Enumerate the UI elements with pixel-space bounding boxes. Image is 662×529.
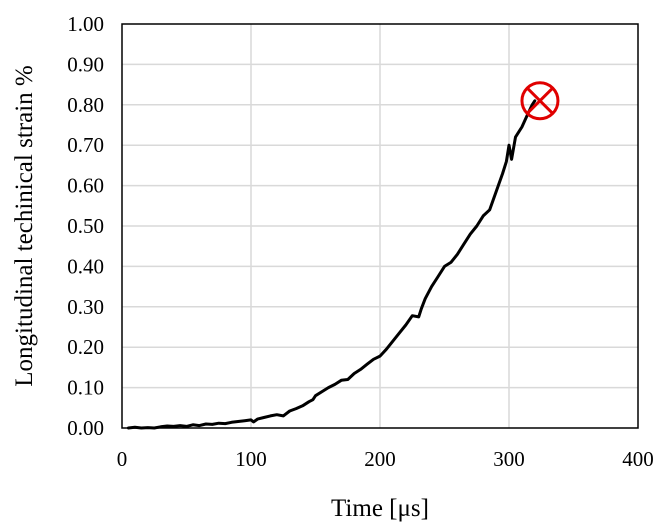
failure-marker-layer	[520, 81, 560, 121]
y-tick-label: 0.40	[67, 254, 104, 278]
x-tick-label: 0	[117, 447, 128, 471]
y-tick-label: 0.00	[67, 416, 104, 440]
x-tick-label: 400	[622, 447, 654, 471]
y-tick-label: 0.70	[67, 133, 104, 157]
y-tick-label: 0.80	[67, 93, 104, 117]
y-tick-labels: 0.00 0.10 0.20 0.30 0.40 0.50 0.60 0.70 0.80 0.90…	[67, 12, 104, 440]
y-axis-title: Longitudinal techinical strain %	[11, 65, 38, 386]
gridlines	[122, 24, 638, 428]
x-tick-label: 100	[235, 447, 267, 471]
plot-area	[121, 23, 639, 429]
y-tick-label: 0.20	[67, 335, 104, 359]
x-tick-label: 200	[364, 447, 396, 471]
series-layer	[126, 99, 537, 430]
y-tick-label: 0.60	[67, 174, 104, 198]
failure-cross-line	[526, 86, 554, 115]
x-tick-labels: 0 100 200 300 400	[117, 447, 654, 471]
y-tick-label: 0.10	[67, 376, 104, 400]
y-tick-label: 0.50	[67, 214, 104, 238]
failure-marker	[520, 81, 560, 121]
failure-circle	[520, 81, 560, 121]
y-tick-label: 0.90	[67, 52, 104, 76]
x-axis-title: Time [μs]	[331, 495, 429, 522]
y-tick-label: 0.30	[67, 295, 104, 319]
y-tick-label: 1.00	[67, 12, 104, 36]
strain-series-line	[126, 99, 537, 430]
x-tick-label: 300	[493, 447, 525, 471]
